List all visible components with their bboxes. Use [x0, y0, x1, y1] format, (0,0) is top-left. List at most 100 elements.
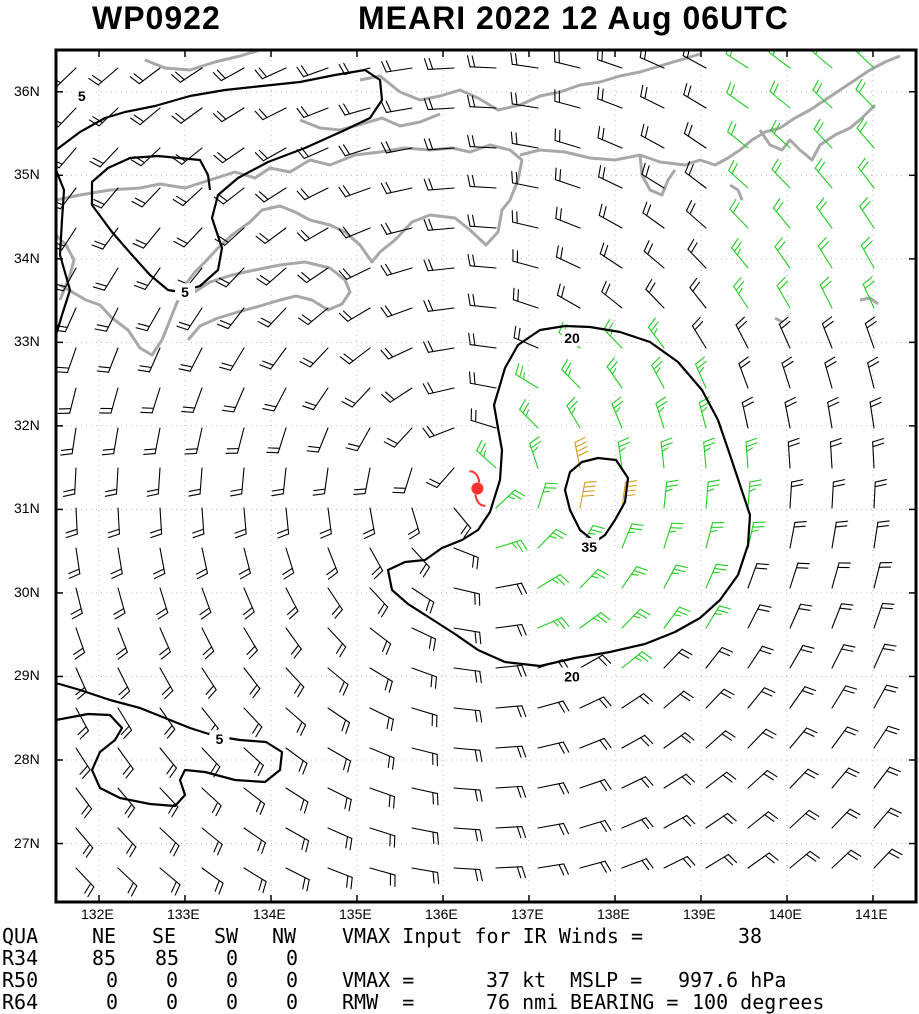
wind-barb	[104, 467, 119, 497]
wind-barb	[56, 147, 77, 169]
wind-barb	[130, 107, 161, 126]
wind-barb	[219, 347, 245, 371]
wind-barb	[242, 587, 255, 620]
wind-barb	[381, 100, 413, 113]
wind-barb	[621, 817, 654, 830]
wind-barb	[772, 198, 791, 229]
contour-label: 5	[78, 88, 86, 104]
wind-barb	[423, 259, 455, 272]
wind-barb	[117, 867, 138, 897]
wind-barb	[243, 667, 261, 699]
contour-label-bg	[209, 730, 230, 748]
wind-barb	[869, 397, 882, 429]
wind-barb	[140, 387, 161, 414]
wind-barb	[271, 467, 287, 497]
wind-barb	[327, 827, 353, 851]
wind-barb	[243, 827, 266, 855]
r64-nw: 0	[286, 990, 299, 1014]
wind-barb	[243, 707, 263, 738]
wind-barb	[555, 206, 581, 229]
wind-barb	[495, 826, 527, 839]
wind-barb	[215, 267, 245, 288]
wind-barb	[857, 157, 875, 189]
r50-nw: 0	[286, 968, 299, 992]
wind-barb	[159, 867, 181, 896]
wind-barb	[495, 582, 528, 595]
wind-analysis-map: 5 5 5 20 20 35	[54, 48, 918, 904]
wind-barb	[423, 138, 455, 151]
wind-barb	[747, 811, 779, 829]
wind-barb	[640, 84, 665, 109]
wind-barb	[621, 608, 651, 629]
wind-barb	[513, 325, 539, 349]
wind-barb	[146, 467, 161, 497]
storm-center-dot	[471, 482, 484, 495]
wind-barb	[495, 785, 527, 799]
wind-barb	[353, 467, 371, 495]
wind-barb	[201, 787, 222, 817]
wind-barb	[684, 161, 707, 189]
wind-barb	[745, 437, 758, 469]
wind-barb	[159, 667, 174, 700]
wind-barb	[453, 507, 472, 538]
lat-label: 29N	[14, 667, 40, 684]
wind-barb	[257, 307, 287, 328]
wind-barb	[537, 700, 570, 713]
wind-barb	[566, 396, 581, 429]
lat-label: 27N	[14, 834, 40, 851]
r50-ne: 0	[106, 968, 119, 992]
wind-barb	[262, 387, 287, 412]
wind-barb	[774, 237, 791, 269]
lon-label: 135E	[339, 906, 372, 922]
wind-barb	[369, 587, 389, 618]
wind-barb	[453, 667, 482, 684]
wind-barb	[338, 226, 371, 239]
contour-label: 20	[564, 330, 580, 346]
bearing-value: 100 degrees	[692, 990, 825, 1014]
wind-barb	[117, 667, 131, 700]
wind-barb	[641, 162, 665, 189]
grid-lines	[56, 50, 916, 902]
wind-barb	[770, 119, 791, 149]
wind-barb	[159, 627, 172, 660]
wind-barb	[381, 387, 413, 403]
wind-barb	[369, 547, 384, 580]
wind-barb	[873, 520, 890, 549]
wind-barb	[369, 747, 395, 770]
wind-barb	[110, 547, 123, 579]
wind-barb	[423, 340, 455, 353]
r64-sw: 0	[226, 990, 239, 1014]
wind-barb	[821, 316, 834, 349]
wind-barb	[75, 747, 91, 779]
wind-barb	[467, 254, 497, 269]
wind-barb	[873, 848, 903, 869]
wind-barb	[171, 67, 203, 83]
wind-barb	[645, 278, 665, 309]
wind-barb	[663, 855, 696, 869]
wind-barb	[369, 827, 396, 848]
wind-barb	[159, 747, 178, 778]
wind-barb	[243, 747, 264, 777]
wind-barb	[694, 356, 707, 389]
wind-barb	[411, 867, 440, 885]
wind-barb	[495, 705, 527, 718]
wind-barb	[683, 122, 707, 149]
wind-barb	[467, 214, 497, 229]
vmax-input-label: VMAX Input for IR Winds =	[342, 924, 644, 948]
wind-barb	[663, 479, 679, 509]
wind-barb	[256, 267, 287, 286]
mslp-value: 997.6 hPa	[678, 968, 787, 992]
wind-barb	[153, 547, 166, 580]
wind-barb	[579, 819, 612, 833]
wind-barb	[789, 562, 810, 589]
wind-barb	[411, 707, 438, 728]
wind-barb	[812, 79, 833, 109]
vmax-input-value: 38	[738, 924, 763, 948]
axis-ticks	[56, 50, 916, 902]
lon-label: 139E	[683, 906, 716, 922]
wind-barb	[495, 745, 527, 758]
wind-barb	[117, 787, 136, 818]
storm-id-title: WP0922	[92, 0, 221, 36]
wind-barb	[519, 399, 539, 429]
wind-barb	[606, 357, 623, 389]
